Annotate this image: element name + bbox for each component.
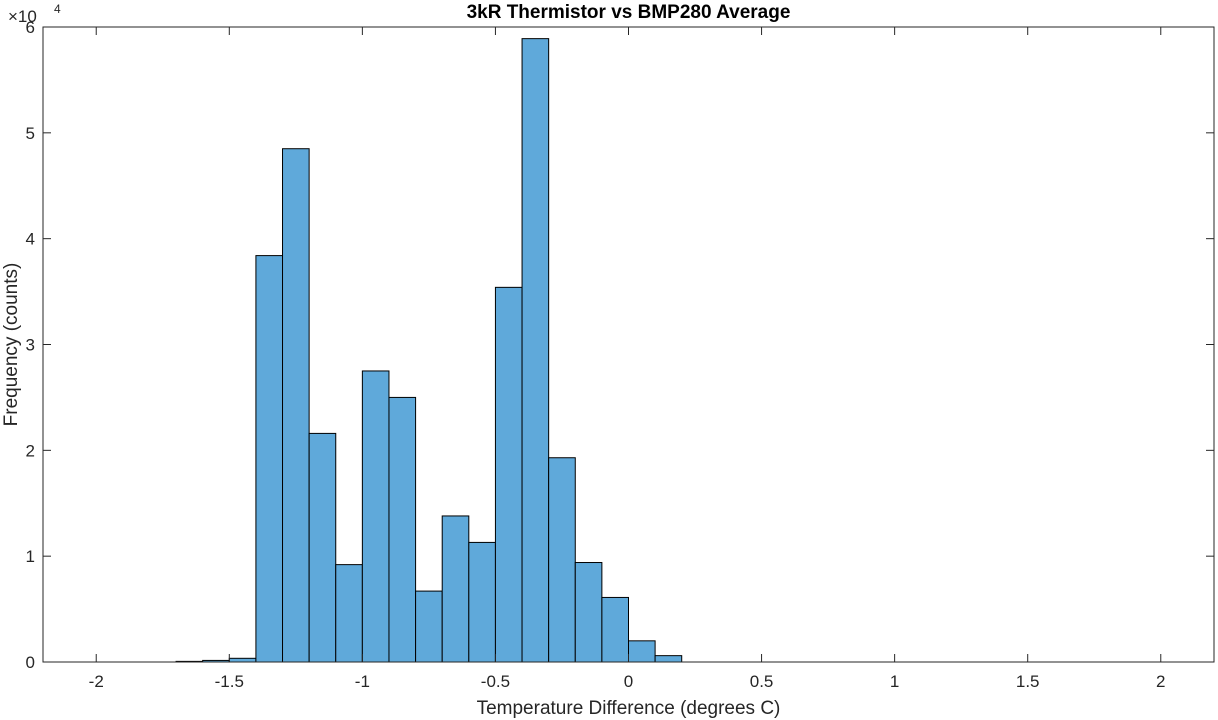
histogram-bar	[521, 38, 550, 663]
histogram-bar	[361, 370, 390, 663]
histogram-bar	[548, 457, 576, 663]
histogram-bar	[628, 640, 656, 663]
histogram-bar	[574, 562, 603, 663]
x-tick-label: 1	[890, 672, 899, 691]
histogram-bar	[388, 396, 417, 663]
histogram-bar	[441, 515, 470, 663]
y-tick-label: 2	[26, 441, 35, 460]
y-tick-label: 5	[26, 124, 35, 143]
x-tick-label: 0	[624, 672, 633, 691]
x-tick-label: -2	[89, 672, 104, 691]
x-tick-label: -0.5	[481, 672, 510, 691]
y-tick-label: 3	[26, 336, 35, 355]
plot-frame	[42, 26, 1215, 663]
bars-layer	[175, 38, 683, 663]
ticks-layer: -2 -1.5 -1 -0.5 0 0.5 1 1.5 2 0 1 2 3 4 5 6	[26, 18, 1214, 691]
x-tick-label: -1.5	[215, 672, 244, 691]
x-axis-title: Temperature Difference (degrees C)	[477, 698, 781, 719]
y-tick-label: 6	[26, 18, 35, 37]
histogram-bar	[255, 255, 284, 663]
histogram-bar	[228, 657, 257, 663]
y-tick-label: 1	[26, 547, 35, 566]
histogram-bar	[468, 541, 496, 663]
histogram-bar	[601, 596, 630, 663]
y-tick-label: 4	[26, 230, 35, 249]
histogram-bar	[415, 590, 443, 663]
y-axis-title: Frequency (counts)	[1, 263, 22, 427]
chart-title: 3kR Thermistor vs BMP280 Average	[467, 2, 791, 23]
y-tick-label: 0	[26, 653, 35, 672]
histogram-bar	[282, 148, 310, 663]
x-tick-label: 1.5	[1016, 672, 1040, 691]
x-tick-label: -1	[355, 672, 370, 691]
y-exponent-base: ×10	[8, 7, 37, 26]
histogram-bar	[335, 564, 363, 663]
x-tick-label: 0.5	[750, 672, 774, 691]
x-tick-label: 2	[1156, 672, 1165, 691]
histogram-bar	[308, 432, 337, 663]
histogram-bar	[654, 655, 683, 663]
y-exponent-power: 4	[54, 2, 61, 16]
histogram-bar	[494, 286, 523, 663]
